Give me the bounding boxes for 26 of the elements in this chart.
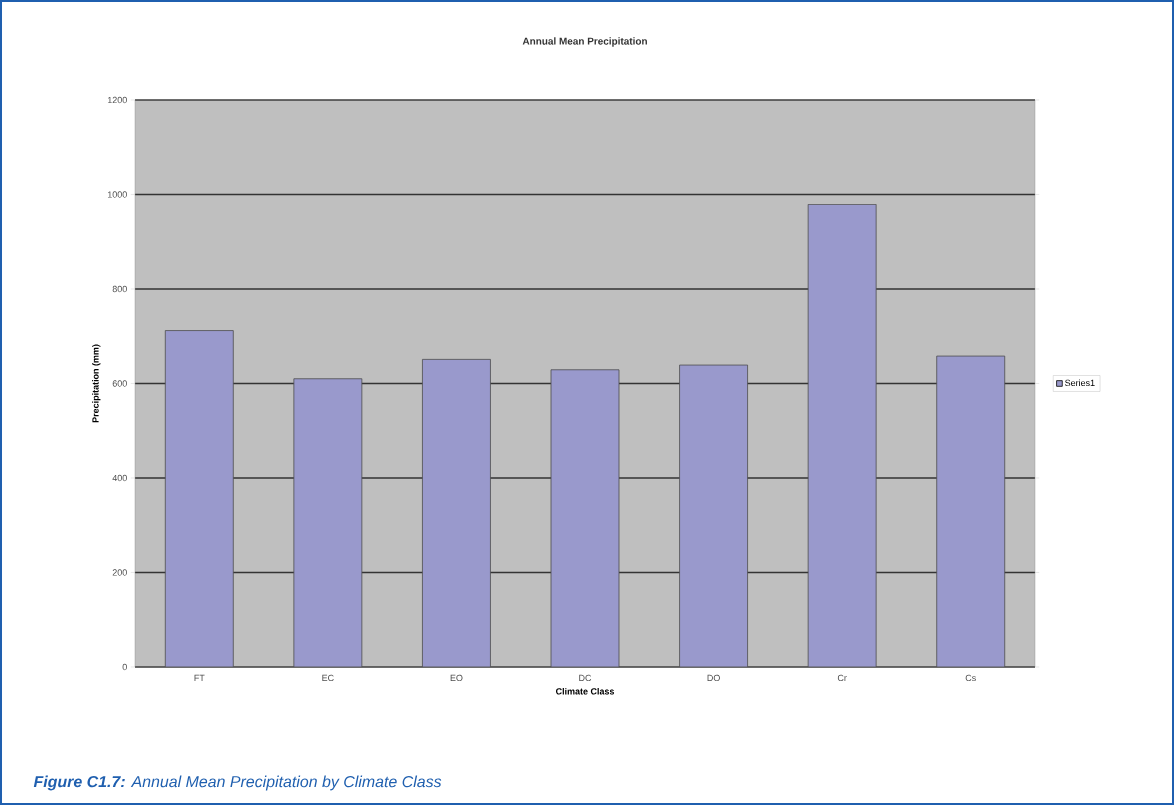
y-tick-label: 1000: [107, 191, 127, 198]
bar: [550, 369, 620, 667]
bar: [679, 364, 748, 667]
x-tick-label: DC: [579, 674, 592, 682]
text: Figure C1.7: Annual Mean Precipitation by Climate Class: [33, 775, 442, 791]
y-tick-label: 0: [122, 663, 127, 671]
bar: [936, 355, 1006, 667]
legend-label: Series1: [1065, 379, 1095, 387]
y-tick-label: 200: [112, 569, 127, 576]
y-tick-label: 400: [112, 474, 127, 482]
x-tick-label: DO: [707, 674, 720, 682]
x-tick-label: FT: [194, 674, 205, 681]
x-tick-label: EC: [322, 674, 334, 682]
bar: [164, 330, 234, 667]
y-tick-label: 1200: [107, 96, 127, 104]
y-axis-title: Precipitation (mm): [92, 344, 101, 423]
chart-title: Annual Mean Precipitation: [522, 37, 647, 47]
bar: [422, 358, 491, 667]
x-tick-label: Cs: [965, 674, 976, 682]
bar: [293, 378, 363, 667]
y-tick-label: 600: [112, 380, 127, 387]
x-axis-title: Climate Class: [555, 687, 615, 695]
x-tick-label: EO: [450, 674, 463, 682]
y-tick-label: 800: [112, 285, 127, 293]
bar: [807, 204, 877, 667]
x-tick-label: Cr: [837, 674, 847, 682]
